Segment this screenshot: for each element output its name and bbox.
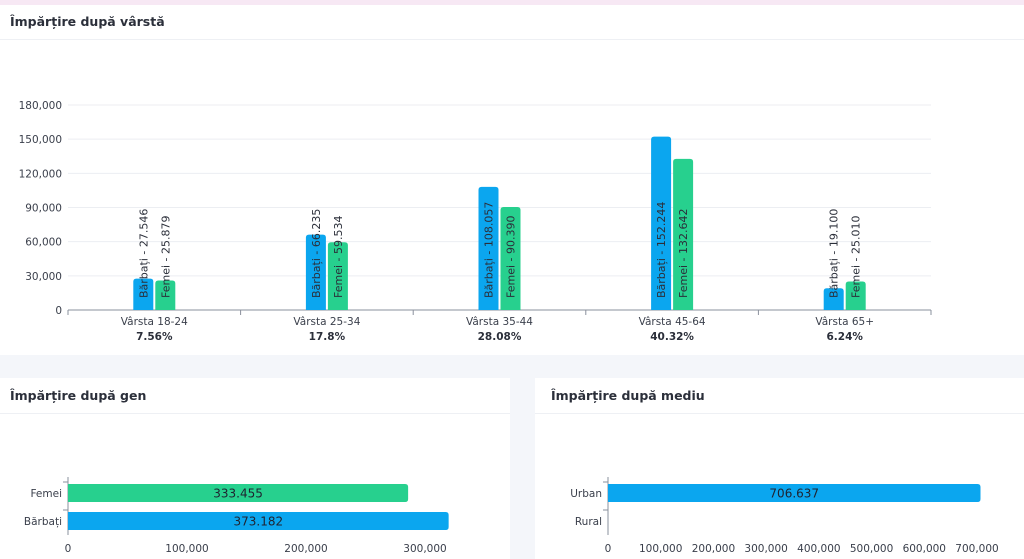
y-category-label: Femei	[30, 488, 62, 500]
category-percentage: 17.8%	[309, 331, 346, 343]
bar-data-label: Bărbați - 66.235	[310, 209, 323, 298]
x-tick-label: 700,000	[955, 543, 998, 555]
bar-femei	[673, 158, 694, 310]
bar-femei	[845, 281, 866, 310]
horizontal-bar	[68, 484, 409, 502]
y-tick-label: 30,000	[25, 271, 62, 283]
gender-chart: 0 100,000 200,000 300,000 Femei 333.455 Bărbaț…	[24, 477, 449, 555]
x-category-label: Vârsta 65+	[815, 316, 874, 328]
bar-data-label: Femei - 25.010	[850, 216, 863, 298]
x-tick-label: 0	[605, 543, 612, 555]
bar-data-label: 373.182	[234, 515, 284, 529]
y-category-label: Rural	[575, 516, 602, 528]
y-tick-label: 90,000	[25, 203, 62, 215]
horizontal-bar	[608, 484, 981, 502]
bar-data-label: Femei - 25.879	[159, 216, 172, 298]
environment-card: Împărțire după mediu 0 100,000 200,000 300,…	[535, 378, 1024, 559]
bar-data-label: Femei - 132.642	[677, 209, 690, 298]
x-category-label: Vârsta 18-24	[121, 316, 188, 328]
category-percentage: 28.08%	[478, 331, 522, 343]
age-card-divider	[0, 39, 1024, 40]
y-tick-label: 150,000	[19, 134, 62, 146]
environment-chart: 0 100,000 200,000 300,000 400,000 500,000 600,…	[570, 477, 999, 555]
bar-barbati	[651, 136, 672, 310]
x-tick-label: 500,000	[850, 543, 893, 555]
gender-card-divider	[0, 413, 510, 414]
bar-data-label: 333.455	[213, 487, 263, 501]
bar-barbati	[478, 186, 499, 310]
bar-data-label: Bărbați - 27.546	[137, 209, 150, 298]
environment-card-divider	[535, 413, 1024, 414]
gender-card: Împărțire după gen 0 100,000 200,000 300,00…	[0, 378, 510, 559]
y-tick-label: 0	[55, 305, 62, 317]
gender-card-title: Împărțire după gen	[10, 388, 147, 403]
x-tick-label: 600,000	[903, 543, 946, 555]
bar-data-label: Bărbați - 152.244	[655, 202, 668, 298]
bar-femei	[155, 280, 176, 310]
age-card-title: Împărțire după vârstă	[10, 14, 165, 29]
y-tick-label: 180,000	[19, 100, 62, 112]
x-tick-label: 100,000	[165, 543, 208, 555]
bar-data-label: Femei - 59.534	[332, 216, 345, 298]
bar-data-label: Bărbați - 19.100	[828, 209, 841, 298]
category-percentage: 40.32%	[650, 331, 694, 343]
bar-data-label: 706.637	[769, 487, 819, 501]
top-accent-line	[0, 0, 1024, 5]
y-tick-label: 60,000	[25, 237, 62, 249]
horizontal-bar	[68, 512, 449, 530]
bar-femei	[500, 207, 521, 310]
x-tick-label: 300,000	[403, 543, 446, 555]
x-category-label: Vârsta 25-34	[293, 316, 360, 328]
x-tick-label: 0	[65, 543, 72, 555]
bar-barbati	[823, 288, 844, 310]
x-tick-label: 200,000	[692, 543, 735, 555]
y-tick-label: 120,000	[19, 168, 62, 180]
bar-barbati	[133, 278, 154, 310]
x-category-label: Vârsta 45-64	[639, 316, 706, 328]
age-card: Împărțire după vârstă 0 30,000 60,000 90,00…	[0, 5, 1024, 355]
age-chart: 0 30,000 60,000 90,000 120,000 150,000 180,000…	[19, 100, 932, 343]
environment-card-title: Împărțire după mediu	[551, 388, 705, 403]
category-percentage: 6.24%	[826, 331, 863, 343]
category-percentage: 7.56%	[136, 331, 173, 343]
bar-data-label: Bărbați - 108.057	[483, 202, 496, 298]
x-tick-label: 400,000	[797, 543, 840, 555]
y-category-label: Bărbați	[24, 516, 62, 528]
bar-femei	[327, 242, 348, 310]
bar-data-label: Femei - 90.390	[505, 216, 518, 298]
y-category-label: Urban	[570, 488, 602, 500]
bar-barbati	[305, 234, 326, 310]
x-tick-label: 200,000	[284, 543, 327, 555]
x-category-label: Vârsta 35-44	[466, 316, 533, 328]
x-tick-label: 300,000	[744, 543, 787, 555]
x-tick-label: 100,000	[639, 543, 682, 555]
